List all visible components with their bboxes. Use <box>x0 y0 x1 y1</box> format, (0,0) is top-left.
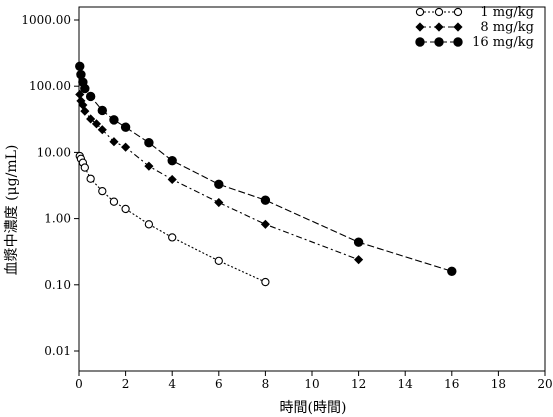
data-point <box>261 277 270 287</box>
x-axis: 0 2 4 6 8 10 12 14 16 18 20 <box>75 371 553 391</box>
x-tick-label: 16 <box>444 377 459 391</box>
legend-label: 16 mg/kg <box>472 35 534 50</box>
data-point <box>98 186 107 196</box>
data-point <box>97 125 107 135</box>
data-point <box>144 161 154 171</box>
data-point <box>144 138 154 148</box>
data-point <box>85 91 96 102</box>
plot-border <box>78 6 546 372</box>
x-tick-label: 8 <box>262 377 270 391</box>
y-tick-label: 1.00 <box>44 212 71 226</box>
data-point <box>167 155 177 166</box>
data-point <box>144 220 154 229</box>
legend-marker <box>453 37 463 47</box>
legend-marker <box>434 22 444 32</box>
data-point <box>86 174 95 183</box>
x-tick-label: 6 <box>215 377 223 391</box>
data-point <box>91 119 102 129</box>
data-point <box>260 195 271 205</box>
x-tick-label: 20 <box>537 377 552 391</box>
series-line <box>79 66 452 272</box>
legend-marker <box>434 7 444 17</box>
legend-marker <box>453 7 463 17</box>
data-point <box>354 255 364 265</box>
legend-marker <box>434 37 444 47</box>
data-point <box>353 237 364 247</box>
data-point <box>80 163 89 172</box>
y-tick-label: 1000.00 <box>21 13 71 27</box>
data-point <box>76 69 86 80</box>
y-tick-label: 10.00 <box>37 145 71 159</box>
legend-marker <box>415 22 425 32</box>
data-point <box>97 105 108 116</box>
legend-label: 1 mg/kg <box>480 5 534 20</box>
y-tick-label: 0.10 <box>44 278 71 292</box>
series-3 <box>75 61 457 276</box>
data-point <box>121 204 130 214</box>
x-tick-label: 4 <box>168 377 176 391</box>
data-point <box>109 115 119 125</box>
x-tick-label: 10 <box>304 377 319 391</box>
data-point <box>167 174 177 185</box>
data-point <box>75 61 85 71</box>
x-tick-label: 0 <box>75 377 83 391</box>
x-tick-label: 12 <box>351 377 366 391</box>
x-tick-label: 18 <box>491 377 506 391</box>
data-point <box>214 197 224 208</box>
data-point <box>86 114 96 124</box>
series-line <box>79 94 359 261</box>
y-axis: 0.01 0.10 1.00 10.00 100.00 1000.00 <box>21 13 79 358</box>
plot-area <box>78 6 546 372</box>
y-tick-label: 0.01 <box>44 344 71 358</box>
data-point <box>109 137 119 147</box>
data-point <box>121 142 131 152</box>
series-2 <box>75 89 364 265</box>
y-axis-label: 血漿中濃度 (μg/mL) <box>4 145 20 276</box>
data-point <box>260 219 270 229</box>
data-point <box>168 233 177 242</box>
data-point <box>214 179 224 189</box>
data-point <box>447 266 457 276</box>
x-tick-label: 2 <box>122 377 130 391</box>
legend-marker <box>415 7 425 17</box>
legend-marker <box>453 22 463 32</box>
y-tick-label: 100.00 <box>29 79 71 93</box>
data-point <box>120 122 131 132</box>
legend-marker <box>415 37 425 47</box>
series-layer <box>75 61 457 287</box>
series-line <box>79 155 266 283</box>
x-axis-label: 時間(時間) <box>280 400 347 416</box>
series-1 <box>75 151 270 287</box>
legend-label: 8 mg/kg <box>480 20 534 35</box>
data-point <box>109 197 119 206</box>
data-point <box>214 256 223 266</box>
x-tick-label: 14 <box>398 377 414 391</box>
data-point <box>80 83 90 94</box>
data-point <box>80 106 90 116</box>
